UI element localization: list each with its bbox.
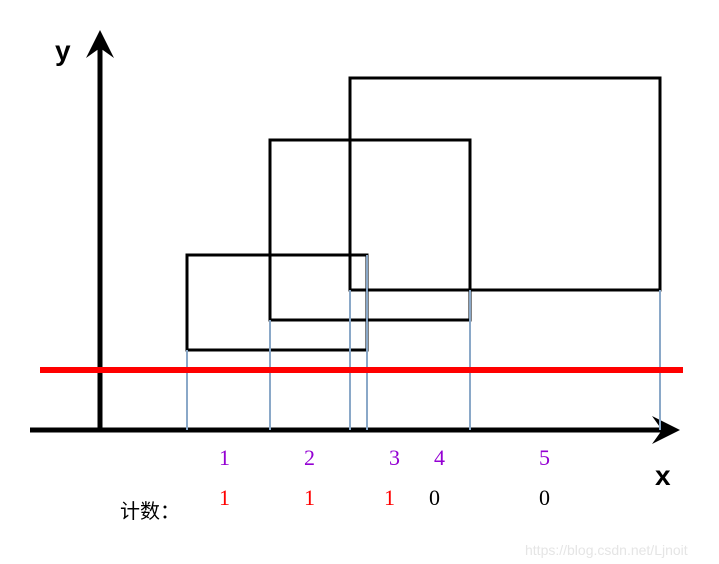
- count-label-4: 0: [429, 485, 440, 511]
- rectangles-group: [187, 78, 660, 350]
- tick-label-3: 3: [389, 445, 400, 471]
- count-label-2: 1: [304, 485, 315, 511]
- rect-1: [187, 255, 367, 350]
- count-label-5: 0: [539, 485, 550, 511]
- tick-label-1: 1: [219, 445, 230, 471]
- rect-3: [350, 78, 660, 290]
- tick-label-5: 5: [539, 445, 550, 471]
- count-label-1: 1: [219, 485, 230, 511]
- rect-2: [270, 140, 470, 320]
- diagram-container: y x 1 2 3 4 5 计数： 1 1 1 0 0 https://blog.csdn.ne…: [0, 0, 719, 564]
- x-axis-label: x: [655, 460, 671, 492]
- tick-label-2: 2: [304, 445, 315, 471]
- tick-label-4: 4: [434, 445, 445, 471]
- y-axis-label: y: [55, 35, 71, 67]
- watermark-text: https://blog.csdn.net/Ljnoit: [525, 542, 688, 558]
- counter-label: 计数：: [120, 495, 180, 524]
- count-label-3: 1: [384, 485, 395, 511]
- diagram-svg: [0, 0, 719, 564]
- drop-lines-group: [187, 255, 660, 430]
